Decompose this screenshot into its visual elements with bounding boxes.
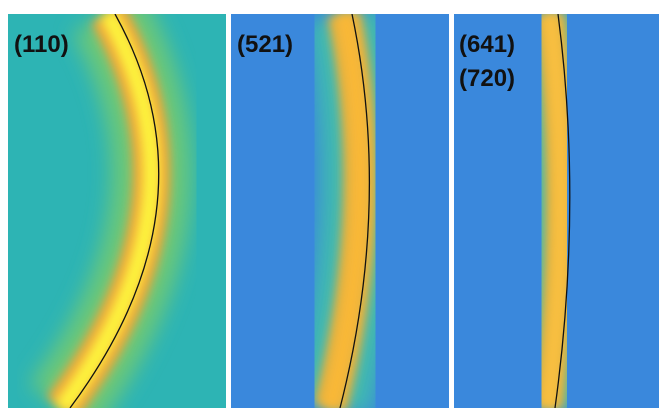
panel: (521) xyxy=(231,14,449,408)
panel-label: (720) xyxy=(459,65,515,92)
panel-label: (521) xyxy=(237,31,293,58)
panel-label: (641) xyxy=(459,31,515,58)
figure: (110) (521) (641) (720) xyxy=(0,0,659,408)
panel: (110) xyxy=(8,14,226,408)
panel-label: (110) xyxy=(14,31,69,58)
panel: (641) (720) xyxy=(454,14,659,408)
